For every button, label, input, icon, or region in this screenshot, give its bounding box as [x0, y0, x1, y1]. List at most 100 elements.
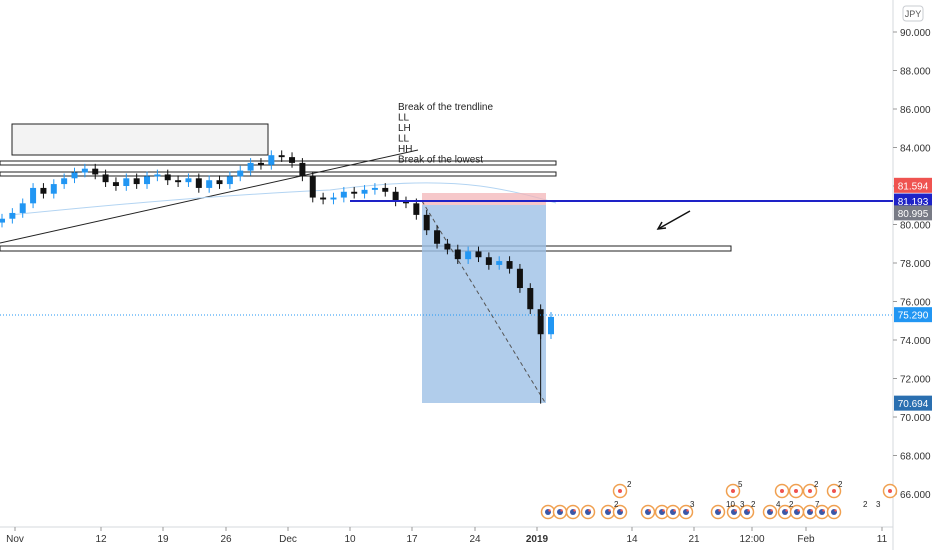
candle-body[interactable]: [309, 176, 316, 198]
event-flag-icon[interactable]: [710, 504, 726, 520]
time-axis[interactable]: Nov 12 19 26 Dec 10 17 24 2019 14 21 12:00 Feb 11: [6, 527, 888, 545]
price-tick-label: 66.000: [900, 490, 931, 501]
candle-body[interactable]: [112, 182, 119, 186]
candle-body[interactable]: [71, 172, 78, 179]
event-flag-icon[interactable]: [762, 504, 778, 520]
candle-body[interactable]: [402, 201, 409, 204]
candle-body[interactable]: [371, 187, 378, 190]
price-axis[interactable]: 90.00088.00086.00084.00082.00080.00078.0…: [893, 28, 931, 501]
candle-body[interactable]: [351, 191, 358, 194]
candle-body[interactable]: [30, 187, 37, 204]
candle-body[interactable]: [278, 155, 285, 158]
candle-body[interactable]: [237, 170, 244, 177]
event-flag-icon[interactable]: [725, 483, 741, 499]
candle-body[interactable]: [61, 178, 68, 185]
candle-body[interactable]: [537, 309, 544, 335]
price-tick-label: 80.000: [900, 221, 931, 232]
event-flag-icon[interactable]: [726, 504, 742, 520]
candle-body[interactable]: [434, 230, 441, 244]
candle-body[interactable]: [320, 197, 327, 200]
event-flag-icon[interactable]: [774, 483, 790, 499]
candle-body[interactable]: [268, 155, 275, 165]
candle-body[interactable]: [454, 249, 461, 260]
candle-body[interactable]: [50, 184, 57, 194]
candle-body[interactable]: [496, 261, 503, 265]
event-flag-icon[interactable]: [882, 483, 898, 499]
annotation-text[interactable]: Break of the trendline LL LH LL HH Break…: [398, 102, 493, 166]
candle-body[interactable]: [133, 178, 140, 185]
event-flag-icon[interactable]: [826, 504, 842, 520]
candle-body[interactable]: [81, 168, 88, 173]
event-flag-icon[interactable]: [654, 504, 670, 520]
candle-body[interactable]: [102, 174, 109, 183]
candle-body[interactable]: [247, 162, 254, 171]
event-flag-icon[interactable]: [678, 504, 694, 520]
event-flag-icon[interactable]: [739, 504, 755, 520]
empty-text-box[interactable]: [11, 123, 269, 156]
resistance-zone-top[interactable]: [0, 160, 557, 166]
event-flag-icon[interactable]: [612, 483, 628, 499]
candle-body[interactable]: [216, 180, 223, 185]
stop-loss-zone[interactable]: [422, 193, 546, 205]
candle-body[interactable]: [289, 157, 296, 163]
candle-body[interactable]: [465, 251, 472, 260]
event-flag-icon[interactable]: [802, 483, 818, 499]
arrow-annotation[interactable]: [656, 210, 691, 230]
event-count: 2: [814, 480, 819, 489]
event-flag-icon[interactable]: [612, 504, 628, 520]
event-flag-icon[interactable]: [540, 504, 556, 520]
event-flag-icon[interactable]: [552, 504, 568, 520]
candle-body[interactable]: [527, 288, 534, 310]
candle-body[interactable]: [475, 251, 482, 258]
event-flag-icon[interactable]: [826, 483, 842, 499]
event-flag-icon[interactable]: [777, 504, 793, 520]
resistance-zone-lower[interactable]: [0, 171, 557, 177]
candle-body[interactable]: [382, 187, 389, 192]
candle-body[interactable]: [226, 176, 233, 185]
candle-body[interactable]: [40, 187, 47, 194]
event-flag-icon[interactable]: [788, 483, 804, 499]
candle-body[interactable]: [444, 243, 451, 250]
event-flag-icon[interactable]: [665, 504, 681, 520]
price-tick-label: 70.000: [900, 413, 931, 424]
event-flag-icon[interactable]: [600, 504, 616, 520]
candle-body[interactable]: [516, 268, 523, 289]
candle-body[interactable]: [0, 218, 5, 223]
currency-badge[interactable]: JPY: [902, 5, 924, 22]
candle-body[interactable]: [206, 180, 213, 188]
support-zone[interactable]: [0, 245, 732, 252]
candle-body[interactable]: [392, 191, 399, 202]
candle-body[interactable]: [175, 180, 182, 183]
event-flag-icon[interactable]: [580, 504, 596, 520]
candle-body[interactable]: [144, 176, 151, 185]
candle-body[interactable]: [423, 214, 430, 231]
event-flag-icon[interactable]: [640, 504, 656, 520]
candle-body[interactable]: [257, 162, 264, 165]
time-tick-label: 11: [877, 534, 888, 545]
annotation-line-1: Break of the trendline: [398, 102, 493, 113]
candle-body[interactable]: [164, 174, 171, 181]
economic-events[interactable]: 2 52 3 10 3 2 4 2 722 32: [540, 480, 898, 520]
candle-body[interactable]: [9, 212, 16, 219]
candle-body[interactable]: [19, 203, 26, 213]
candle-body[interactable]: [413, 203, 420, 215]
price-tick-label: 84.000: [900, 144, 931, 155]
event-flag-icon[interactable]: [565, 504, 581, 520]
candles-group[interactable]: [0, 150, 554, 404]
price-label: 75.290: [894, 307, 932, 323]
candle-body[interactable]: [299, 162, 306, 177]
candle-body[interactable]: [485, 257, 492, 265]
candle-body[interactable]: [195, 178, 202, 188]
candle-body[interactable]: [340, 191, 347, 198]
candle-body[interactable]: [361, 189, 368, 194]
candle-body[interactable]: [92, 168, 99, 175]
candle-body[interactable]: [154, 174, 161, 177]
candle-body[interactable]: [185, 178, 192, 183]
candle-body[interactable]: [123, 178, 130, 186]
time-tick-label: Dec: [279, 534, 297, 545]
candle-body[interactable]: [506, 261, 513, 269]
candle-body[interactable]: [548, 316, 554, 335]
trendline[interactable]: [0, 149, 419, 244]
candle-body[interactable]: [330, 197, 337, 200]
